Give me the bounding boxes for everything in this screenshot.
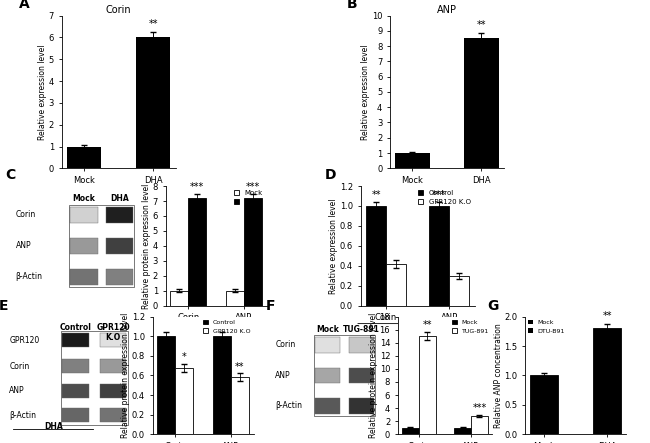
Text: *: * [182,352,187,362]
Bar [231,377,249,434]
Y-axis label: Relative expression level: Relative expression level [330,198,339,294]
Legend: Mock, DTU-B91: Mock, DTU-B91 [528,320,565,334]
Text: GPR120
K.O: GPR120 K.O [96,323,130,342]
Legend: Mock, DHA: Mock, DHA [233,190,263,205]
Text: Mock: Mock [316,325,339,334]
Bar [226,291,244,306]
Bar [464,39,499,168]
Bar [100,359,126,373]
Bar [454,427,471,434]
Text: β-Actin: β-Actin [16,272,43,281]
Text: G: G [487,299,499,313]
Bar [349,368,374,383]
Y-axis label: Relative expression level: Relative expression level [361,44,370,140]
Legend: Control, GPR120 K.O: Control, GPR120 K.O [418,190,471,205]
Text: **: ** [371,190,381,199]
Text: D: D [324,168,336,182]
Bar [157,336,176,434]
Bar [100,333,126,347]
Bar [100,408,126,423]
Bar [349,398,374,414]
Text: ***: *** [473,403,487,412]
Bar [100,384,126,398]
Bar [69,205,135,287]
Title: Corin: Corin [106,5,131,15]
Y-axis label: Relative protein expression level: Relative protein expression level [369,313,378,438]
Y-axis label: Relative protein expression level: Relative protein expression level [142,183,151,309]
Bar [62,408,89,423]
Bar [61,331,128,425]
Bar [471,416,488,434]
Bar [70,269,98,285]
Bar [62,333,89,347]
Bar [67,147,101,168]
Bar [62,359,89,373]
Bar [136,37,170,168]
Bar [62,384,89,398]
Text: **: ** [603,311,612,322]
Text: Control: Control [60,323,92,332]
Text: A: A [18,0,29,11]
Bar [314,335,376,416]
Text: **: ** [148,19,158,29]
Bar [395,153,430,168]
Bar [106,269,133,285]
Text: E: E [0,299,8,313]
Bar [593,329,621,434]
Text: Corin: Corin [276,340,296,350]
Bar [70,207,98,222]
Y-axis label: Relative expression level: Relative expression level [38,44,47,140]
Text: TUG-891: TUG-891 [343,325,380,334]
Bar [106,238,133,254]
Legend: Control, GPR120 K.O: Control, GPR120 K.O [203,320,250,334]
Text: DHA: DHA [110,194,129,203]
Text: **: ** [235,361,245,372]
Bar [315,368,340,383]
Y-axis label: Relative protein expression level: Relative protein expression level [122,313,131,438]
Bar [176,368,193,434]
Text: ***: *** [432,190,446,199]
Text: DHA: DHA [44,422,62,431]
Text: F: F [266,299,276,313]
Bar [429,206,449,306]
Bar [315,337,340,353]
Bar [386,264,406,306]
Text: ANP: ANP [276,371,291,380]
Bar [70,238,98,254]
Bar [419,336,436,434]
Text: B: B [347,0,358,11]
Text: Mock: Mock [73,194,96,203]
Text: **: ** [476,20,486,30]
Y-axis label: Relative ANP concentration: Relative ANP concentration [494,323,503,428]
Text: Corin: Corin [9,361,29,370]
Text: **: ** [422,320,432,330]
Text: ***: *** [246,182,260,192]
Bar [530,376,558,434]
Bar [213,336,231,434]
Bar [449,276,469,306]
Text: ANP: ANP [16,241,31,250]
Text: DHA: DHA [408,328,427,338]
Text: C: C [5,168,15,182]
Text: β-Actin: β-Actin [9,411,36,420]
Bar [315,398,340,414]
Bar [188,198,206,306]
Text: ***: *** [190,182,204,192]
Text: ANP: ANP [9,386,25,395]
Bar [349,337,374,353]
Text: Corin: Corin [16,210,36,219]
Text: β-Actin: β-Actin [276,401,302,411]
Bar [402,427,419,434]
Bar [106,207,133,222]
Text: GPR120: GPR120 [9,336,40,345]
Bar [170,291,188,306]
Title: ANP: ANP [437,5,457,15]
Bar [366,206,386,306]
Legend: Mock, TUG-891: Mock, TUG-891 [452,320,489,334]
Bar [244,198,262,306]
